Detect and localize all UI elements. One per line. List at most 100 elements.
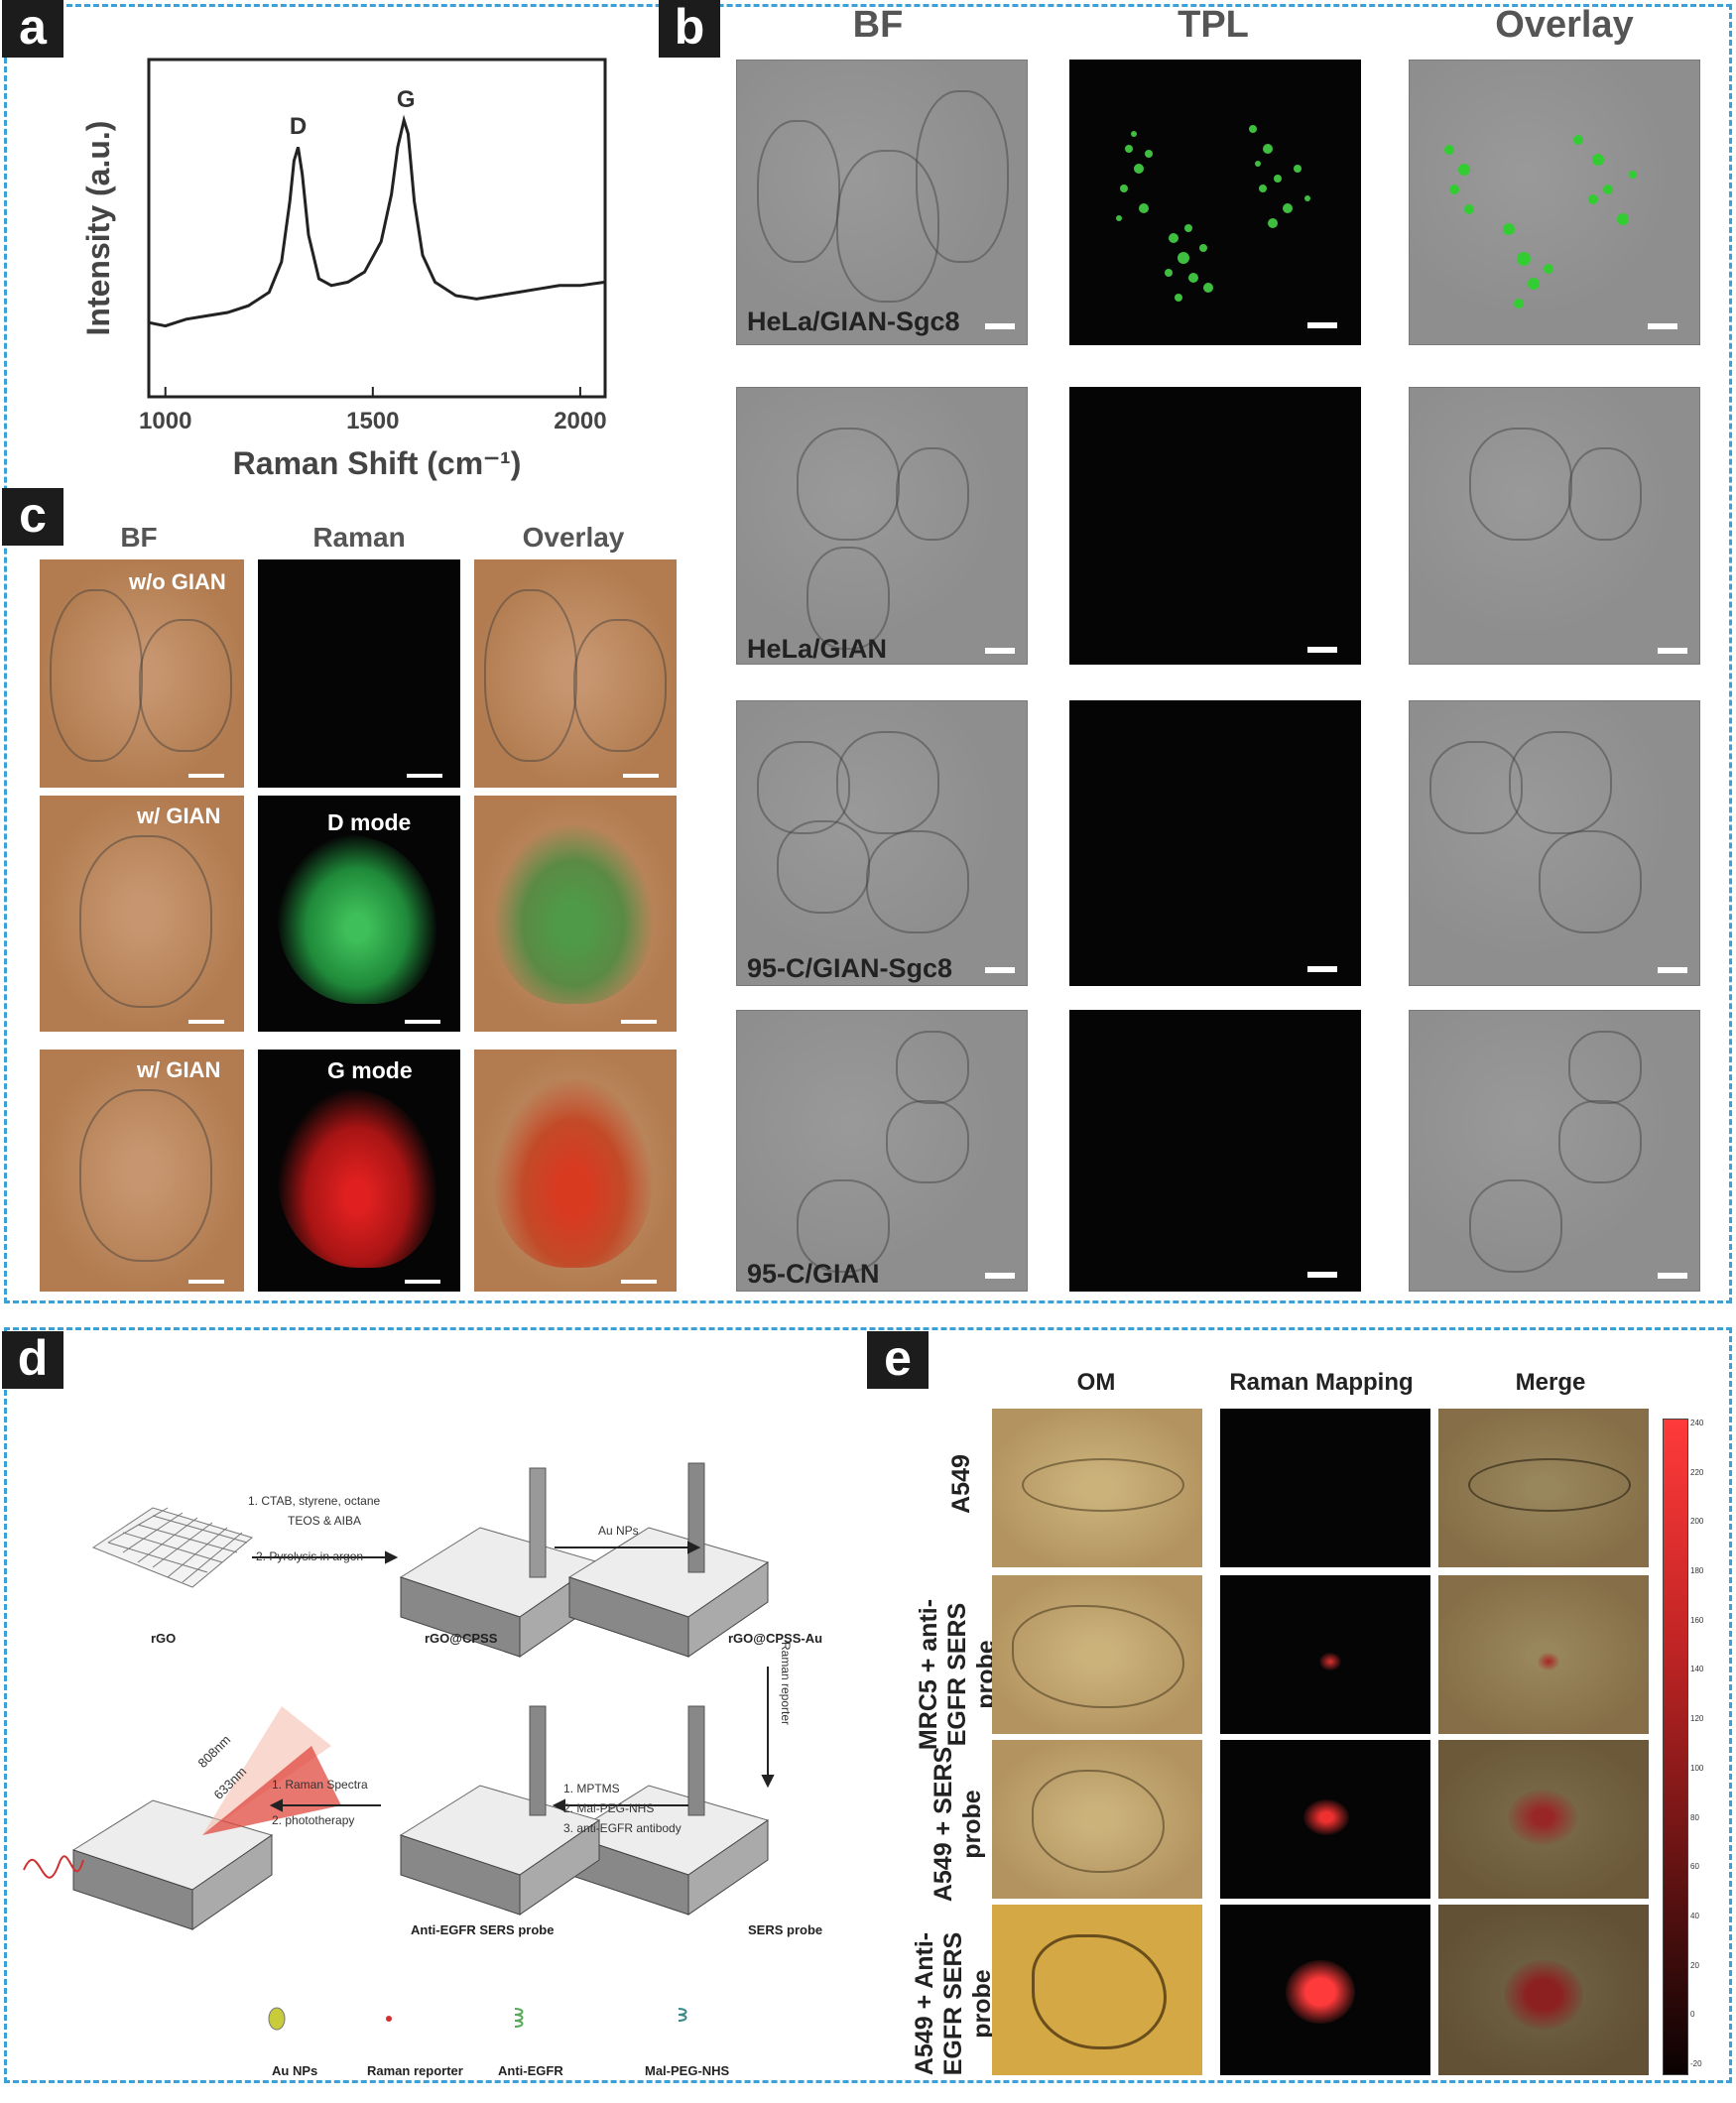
- b-overlay-hela-gian-sgc8: [1409, 60, 1700, 345]
- y-axis-label: Intensity (a.u.): [80, 121, 116, 336]
- cell-outline: [1468, 1458, 1631, 1512]
- scale-bar: [405, 1020, 440, 1024]
- e-raman-a549-sers: [1220, 1740, 1430, 1899]
- panel-label-e: e: [867, 1331, 929, 1389]
- cell-outline: [139, 619, 232, 752]
- scale-bar: [985, 967, 1015, 973]
- e-raman-mrc5-anti-egfr: [1220, 1575, 1430, 1734]
- cell-outline: [50, 589, 143, 762]
- scale-bar: [405, 1280, 440, 1284]
- e-merge-mrc5-anti-egfr: [1438, 1575, 1649, 1734]
- scale-bar: [1648, 323, 1677, 329]
- sers-probe-schematic: [23, 1462, 775, 2031]
- b-header-tpl: TPL: [1178, 4, 1249, 46]
- b-header-overlay: Overlay: [1495, 4, 1634, 46]
- cell-outline: [1012, 1605, 1184, 1708]
- d-step1: 1. CTAB, styrene, octane: [248, 1494, 381, 1508]
- e-om-a549-sers: [992, 1740, 1202, 1899]
- e-header-om: OM: [1076, 1369, 1116, 1396]
- c-bf-with-gian-d: w/ GIAN: [40, 796, 244, 1032]
- scale-bar: [621, 1020, 657, 1024]
- b-bf-95c-gian: 95-C/GIAN: [736, 1010, 1028, 1292]
- e-om-a549: [992, 1409, 1202, 1567]
- cell-outline: [1022, 1458, 1184, 1512]
- scale-bar: [407, 774, 442, 778]
- b-overlay-95c-gian: [1409, 1010, 1700, 1292]
- x-tick-label-1000: 1000: [139, 408, 191, 434]
- rgo-sheet: [91, 1507, 254, 1588]
- cell-outline: [79, 835, 212, 1008]
- raman-signal: [1286, 1960, 1355, 2024]
- colorbar-tick: 100: [1690, 1763, 1704, 1773]
- scale-bar: [623, 774, 659, 778]
- b-tpl-hela-gian: [1069, 387, 1361, 665]
- cell-outline: [916, 90, 1009, 263]
- top-frame: [4, 4, 1732, 1303]
- panel-label-b: b: [659, 0, 720, 58]
- d-raman-spectra: 1. Raman Spectra: [272, 1778, 368, 1792]
- e-merge-a549-sers: [1438, 1740, 1649, 1899]
- legend-icons: [268, 2007, 687, 2031]
- e-merge-a549-anti-egfr: [1438, 1905, 1649, 2075]
- scale-bar: [1307, 647, 1337, 653]
- b-row-label-3: 95-C/GIAN-Sgc8: [747, 953, 953, 983]
- panel-label-c: c: [2, 488, 63, 546]
- e-row-label-3: A549 + SERS probe: [930, 1746, 986, 1903]
- e-header-merge: Merge: [1515, 1369, 1586, 1396]
- cell-outline: [896, 1031, 969, 1104]
- e-om-a549-anti-egfr: [992, 1905, 1202, 2075]
- peak-label-d: D: [290, 113, 307, 140]
- c-raman-without-gian: [258, 559, 460, 788]
- d-mptms: 1. MPTMS: [563, 1782, 620, 1795]
- x-tick-label-2000: 2000: [554, 408, 606, 434]
- panel-label-a: a: [2, 0, 63, 58]
- cell-outline: [806, 547, 890, 650]
- c-raman-g-mode: G mode: [258, 1050, 460, 1292]
- cell-outline: [797, 428, 900, 541]
- d-phototherapy: 2. phototherapy: [272, 1813, 355, 1827]
- e-colorbar-ticks: 240 220 200 180 160 140 120 100 80 60 40 20 0 -20: [1690, 1419, 1730, 2073]
- cell-outline: [836, 731, 939, 834]
- d-step1b: TEOS & AIBA: [288, 1514, 362, 1528]
- d-name-sers-probe: SERS probe: [748, 1922, 823, 1937]
- scale-bar: [985, 1273, 1015, 1279]
- d-name-rgo-cpss: rGO@CPSS: [425, 1631, 498, 1646]
- d-name-rgo-cpss-au: rGO@CPSS-Au: [728, 1631, 823, 1646]
- scale-bar: [1658, 648, 1687, 654]
- colorbar-tick: 220: [1690, 1467, 1704, 1477]
- colorbar-tick: 120: [1690, 1714, 1704, 1724]
- colorbar-tick: 40: [1690, 1911, 1699, 1920]
- b-tpl-hela-gian-sgc8: [1069, 60, 1361, 345]
- d-mode-signal: [278, 835, 436, 1004]
- x-axis-label: Raman Shift (cm⁻¹): [233, 445, 522, 481]
- cell-outline: [573, 619, 667, 752]
- scale-bar: [1307, 966, 1337, 972]
- c-header-bf: BF: [120, 522, 158, 553]
- colorbar-tick: 180: [1690, 1566, 1704, 1576]
- d-antibody: 3. anti-EGFR antibody: [563, 1821, 682, 1835]
- raman-signal-overlay: [1508, 1790, 1577, 1845]
- c-header-raman: Raman: [312, 522, 406, 553]
- scale-bar: [188, 1020, 224, 1024]
- b-row-label-4: 95-C/GIAN: [747, 1259, 880, 1289]
- colorbar-tick: 80: [1690, 1812, 1699, 1822]
- anti-egfr-sers-probe-block: [399, 1705, 601, 1916]
- spectrum-line: [148, 114, 606, 328]
- cell-outline: [1568, 1031, 1642, 1104]
- overlay-signal-green: [1444, 135, 1637, 309]
- colorbar-tick: 20: [1690, 1960, 1699, 1970]
- g-mode-signal: [278, 1089, 436, 1268]
- cell-outline: [777, 820, 870, 914]
- b-overlay-95c-gian-sgc8: [1409, 700, 1700, 986]
- c-bf-without-gian: w/o GIAN: [40, 559, 244, 788]
- process-arrows: [252, 1541, 775, 1812]
- cell-outline: [757, 120, 840, 263]
- cell-outline: [1558, 1100, 1642, 1183]
- raman-spectrum-chart: D G 1000 1500 2000 Raman Shift (cm⁻¹) In…: [80, 58, 607, 481]
- c-bf-with-gian-g: w/ GIAN: [40, 1050, 244, 1292]
- panel-label-d: d: [2, 1331, 63, 1389]
- tpl-signal-green: [1116, 125, 1310, 302]
- c-raman-d-mode: D mode: [258, 796, 460, 1032]
- raman-signal: [1319, 1653, 1341, 1670]
- b-row-label-1: HeLa/GIAN-Sgc8: [747, 307, 960, 336]
